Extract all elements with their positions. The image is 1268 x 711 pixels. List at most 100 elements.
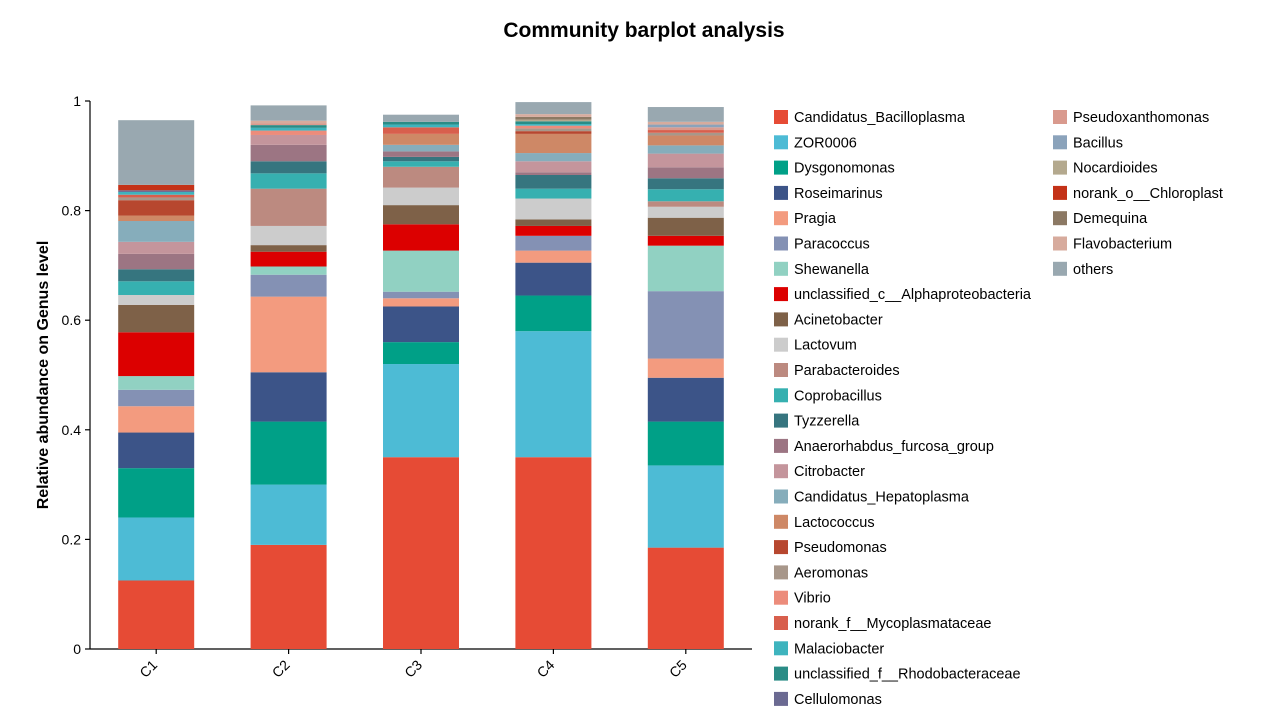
bar-segment <box>383 121 459 125</box>
bar-segment <box>118 197 195 201</box>
bar-segment <box>647 245 724 292</box>
legend-swatch <box>774 110 788 124</box>
legend-label: Acinetobacter <box>794 312 883 328</box>
bar-segment <box>250 161 327 174</box>
legend-label: Candidatus_Bacilloplasma <box>794 110 966 126</box>
bar-segment <box>647 291 724 359</box>
bar-segment <box>383 306 459 343</box>
bar-segment <box>647 107 724 122</box>
bar-segment <box>118 294 195 305</box>
bar-segment <box>383 250 459 292</box>
legend-label: Parabacteroides <box>794 363 900 379</box>
bar-segment <box>118 304 195 333</box>
bar-segment <box>250 251 327 267</box>
bar-segment <box>515 331 592 458</box>
bar-segment <box>647 201 724 207</box>
legend-label: others <box>1073 262 1113 278</box>
bar-segment <box>647 153 724 168</box>
bar-segment <box>647 189 724 202</box>
legend-swatch <box>774 540 788 555</box>
bar-segment <box>118 517 195 581</box>
legend-label: Dysgonomonas <box>794 161 895 177</box>
bar-segment <box>515 188 592 199</box>
bar-segment <box>250 120 327 124</box>
bar-segment <box>515 121 592 125</box>
legend-label: Pseudoxanthomonas <box>1073 110 1209 126</box>
bar-segment <box>383 364 459 458</box>
chart-title: Community barplot analysis <box>503 19 784 42</box>
legend-label: Roseimarinus <box>794 186 883 202</box>
legend-label: unclassified_c__Alphaproteobacteria <box>794 287 1032 303</box>
bar-segment <box>515 125 592 129</box>
bar-segment <box>515 172 592 175</box>
legend-label: Cellulomonas <box>794 692 882 708</box>
legend-label: Pragia <box>794 211 837 227</box>
legend-swatch <box>774 135 788 150</box>
y-axis-label: Relative abundance on Genus level <box>35 241 52 510</box>
legend-swatch <box>774 464 788 479</box>
bar-segment <box>250 125 327 128</box>
legend-label: Citrobacter <box>794 464 865 480</box>
bar-segment <box>250 130 327 135</box>
legend-swatch <box>774 616 788 630</box>
bar-segment <box>383 161 459 167</box>
legend-label: Candidatus_Hepatoplasma <box>794 490 970 506</box>
bar-segment <box>118 281 195 295</box>
x-tick-label: C1 <box>136 656 160 680</box>
legend-label: Vibrio <box>794 591 831 607</box>
bar-segment <box>515 235 592 251</box>
legend-swatch <box>1053 236 1067 251</box>
bar-segment <box>118 406 195 433</box>
bar-segment <box>647 121 724 125</box>
bar-segment <box>647 178 724 190</box>
bar-segment <box>383 187 459 206</box>
legend-label: Demequina <box>1073 211 1148 227</box>
legend-swatch <box>774 388 788 403</box>
legend-swatch <box>774 666 788 681</box>
bar-segment <box>515 161 592 173</box>
bar-segment <box>118 194 195 198</box>
bar-segment <box>647 206 724 218</box>
bar-segment <box>647 358 724 378</box>
y-tick-label: 0.8 <box>62 203 82 219</box>
legend-swatch <box>774 211 788 226</box>
legend-swatch <box>1053 185 1067 200</box>
bar-segment <box>515 116 592 120</box>
legend-swatch <box>774 261 788 276</box>
bar-segment <box>383 156 459 162</box>
plot-area: 0 0.2 0.4 0.6 0.8 1 C1 C2 C3 C4 C5 <box>62 93 752 681</box>
bar-segment <box>647 421 724 466</box>
bar-segment <box>383 205 459 225</box>
legend-label: unclassified_f__Rhodobacteraceae <box>794 667 1021 683</box>
bar-segment <box>118 269 195 282</box>
bar-segment <box>383 298 459 307</box>
legend-swatch <box>774 590 788 605</box>
bar-segment <box>118 332 195 377</box>
bar-segment <box>383 342 459 365</box>
y-tick-label: 0.4 <box>62 422 82 438</box>
bar-segment <box>383 457 459 649</box>
bar-segment <box>118 253 195 270</box>
legend: Candidatus_Bacilloplasma ZOR0006 Dysgonomo… <box>774 110 1223 708</box>
bar-segment <box>515 128 592 132</box>
bar-segment <box>250 144 327 162</box>
x-tick-label: C4 <box>534 656 558 680</box>
bar-segment <box>515 174 592 189</box>
bar-segment <box>515 133 592 154</box>
legend-label: Anaerorhabdus_furcosa_group <box>794 439 994 455</box>
bar-segment <box>647 167 724 179</box>
bar-segment <box>250 484 327 545</box>
bar-segment <box>383 151 459 157</box>
legend-label: Flavobacterium <box>1073 237 1172 253</box>
legend-label: norank_o__Chloroplast <box>1073 186 1223 202</box>
y-tick-label: 1 <box>73 93 81 109</box>
bar-segment <box>118 215 195 222</box>
legend-label: Aeromonas <box>794 565 868 581</box>
x-tick-label: C5 <box>666 656 690 680</box>
bar-segment <box>250 134 327 145</box>
bar-segment <box>383 144 459 152</box>
bar-segment <box>383 166 459 188</box>
legend-swatch <box>1053 261 1067 276</box>
bar-segment <box>515 102 592 115</box>
y-tick-label: 0.2 <box>62 531 82 547</box>
